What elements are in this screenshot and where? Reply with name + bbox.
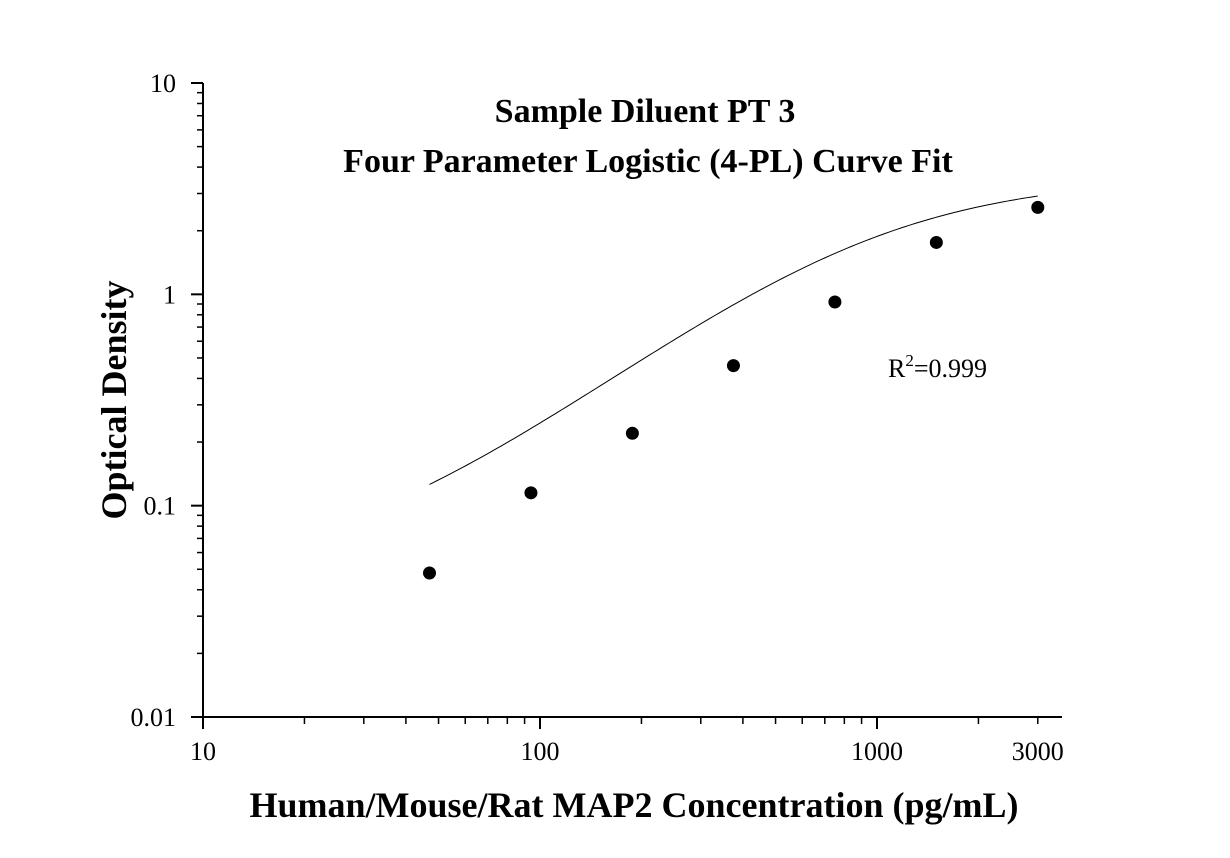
x-tick-label: 100 <box>521 737 560 766</box>
axes <box>202 83 1062 718</box>
data-point <box>524 486 538 500</box>
r-squared-value: =0.999 <box>914 354 987 383</box>
ticks <box>191 82 1039 729</box>
data-point <box>625 426 639 440</box>
y-tick-label: 1 <box>163 280 176 309</box>
r-squared-superscript: 2 <box>905 351 914 370</box>
y-axis-label: Optical Density <box>94 281 134 520</box>
chart-title-line-1: Sample Diluent PT 3 <box>495 93 796 130</box>
r-squared-annotation: R2=0.999 <box>888 351 987 383</box>
y-tick-label: 0.1 <box>144 492 177 521</box>
data-point <box>726 359 740 373</box>
chart-title-line-2: Four Parameter Logistic (4-PL) Curve Fit <box>343 143 953 180</box>
y-tick-label: 10 <box>150 69 176 98</box>
x-axis-label: Human/Mouse/Rat MAP2 Concentration (pg/m… <box>250 785 1019 825</box>
r-squared-base: R <box>888 354 906 383</box>
data-point <box>422 566 436 580</box>
data-point <box>929 235 943 249</box>
x-tick-label: 10 <box>190 737 216 766</box>
x-tick-label: 3000 <box>1012 737 1064 766</box>
y-tick-label: 0.01 <box>131 703 177 732</box>
data-points <box>422 200 1045 580</box>
tick-labels: 10 100 1000 3000 0.01 0.1 1 10 <box>131 69 1064 766</box>
fit-curve <box>429 195 1038 485</box>
data-point <box>828 295 842 309</box>
x-tick-label: 1000 <box>851 737 903 766</box>
data-point <box>1031 200 1045 214</box>
